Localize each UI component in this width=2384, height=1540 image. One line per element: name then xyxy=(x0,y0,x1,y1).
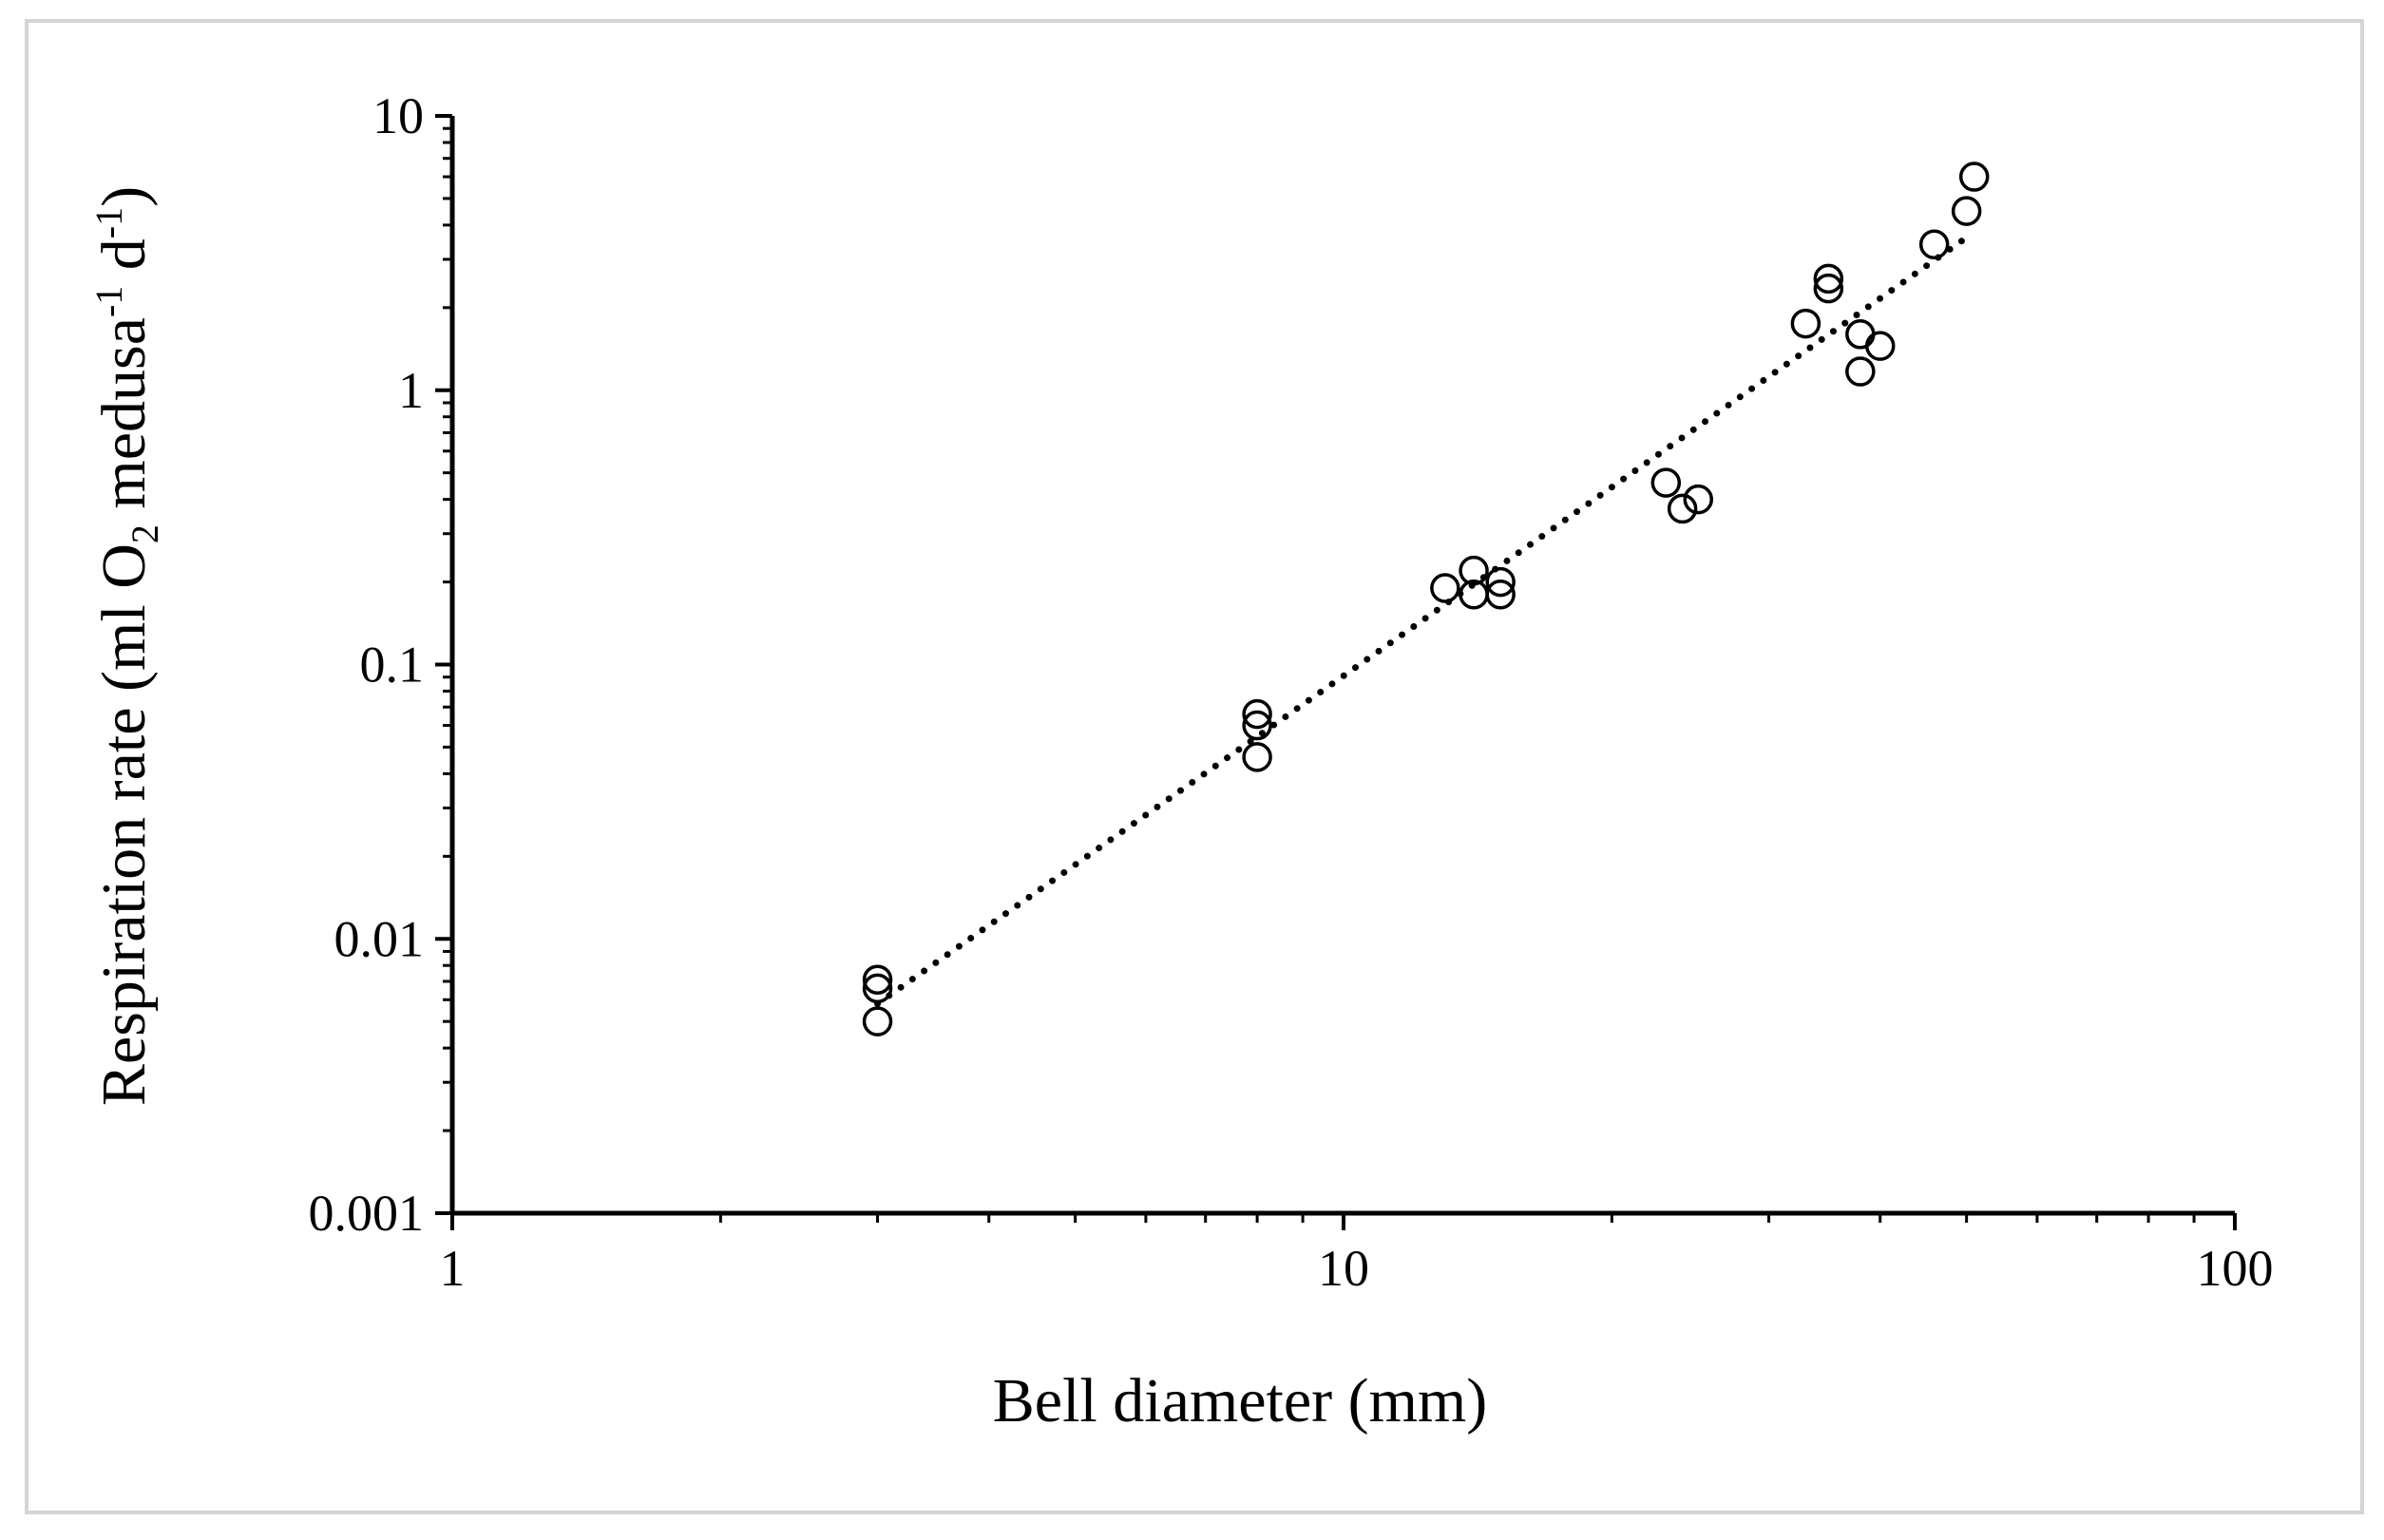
data-point xyxy=(1813,263,1844,295)
y-tick-label: 0.1 xyxy=(360,637,425,694)
data-point xyxy=(1667,493,1698,524)
data-point xyxy=(1430,573,1460,603)
figure-frame xyxy=(25,19,2364,1514)
y-label-superscript-2: -1 xyxy=(87,207,130,238)
data-point xyxy=(1459,555,1489,586)
data-points xyxy=(862,162,1990,1036)
data-point xyxy=(1813,273,1844,304)
x-tick-label: 10 xyxy=(1318,1240,1369,1297)
data-point xyxy=(1650,467,1682,498)
trendline-group xyxy=(874,234,1971,1008)
data-point xyxy=(862,1006,893,1036)
y-label-part-3: d xyxy=(89,238,159,286)
x-axis-label: Bell diameter (mm) xyxy=(993,1366,1488,1435)
x-tick-label: 100 xyxy=(2197,1240,2274,1297)
y-tick-label: 0.001 xyxy=(309,1185,425,1242)
data-point xyxy=(1845,356,1876,387)
y-tick-label: 10 xyxy=(372,87,424,144)
data-point xyxy=(1242,710,1272,741)
y-label-superscript-1: -1 xyxy=(87,286,130,317)
data-point xyxy=(862,964,893,995)
data-point xyxy=(1485,580,1516,610)
y-tick-label: 1 xyxy=(398,362,424,419)
data-point xyxy=(1864,331,1896,361)
y-label-subscript: 2 xyxy=(124,524,166,543)
data-point xyxy=(1242,742,1272,772)
data-point xyxy=(1790,308,1821,339)
data-point xyxy=(1951,196,1982,226)
x-tick-label: 1 xyxy=(440,1240,466,1297)
y-tick-label: 0.01 xyxy=(334,910,425,967)
trendline xyxy=(874,234,1971,1008)
y-axis-label: Respiration rate (ml O2 medusa-1 d-1) xyxy=(87,186,166,1106)
axes: 0.001 0.01 0.1 1 10 1 10 100 xyxy=(309,87,2274,1297)
labels: Bell diameter (mm) Respiration rate (ml … xyxy=(87,186,1487,1435)
data-point xyxy=(1485,566,1516,598)
data-point xyxy=(862,973,893,1004)
data-point xyxy=(1958,162,1990,192)
data-point xyxy=(1918,229,1950,260)
y-label-part-4: ) xyxy=(89,186,159,207)
data-point xyxy=(1242,698,1272,730)
y-label-part-1: Respiration rate (ml O xyxy=(89,543,159,1106)
y-label-part-2: medusa xyxy=(89,317,159,524)
data-point xyxy=(1683,484,1714,515)
